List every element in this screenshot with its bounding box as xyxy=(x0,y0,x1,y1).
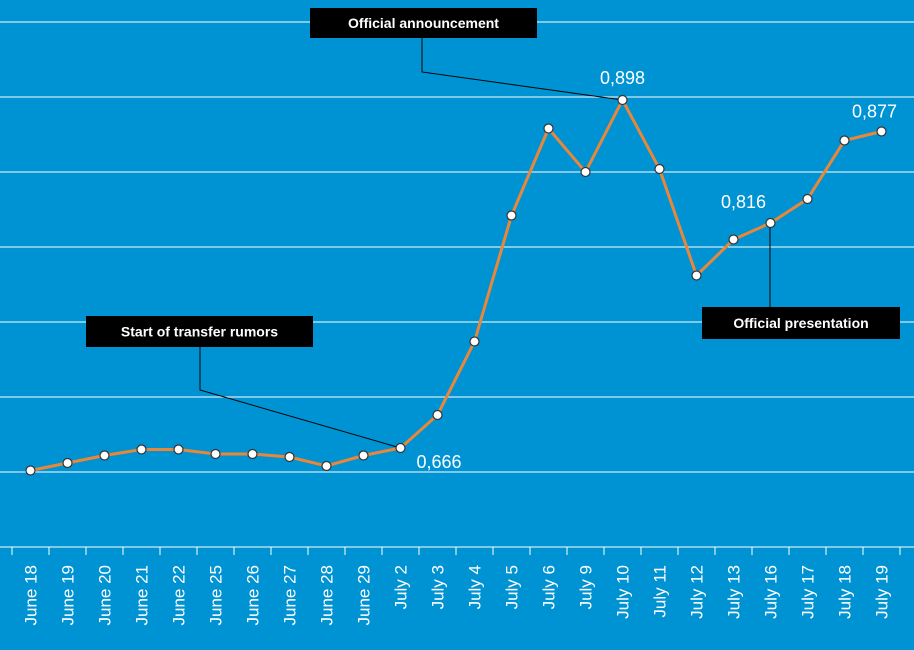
value-label: 0,816 xyxy=(721,192,766,212)
x-tick-label: June 28 xyxy=(318,565,337,626)
marker xyxy=(25,465,36,476)
value-label: 0,877 xyxy=(852,102,897,122)
marker xyxy=(99,450,110,461)
x-tick-label: June 19 xyxy=(59,565,78,626)
marker xyxy=(839,135,850,146)
x-tick-label: June 26 xyxy=(244,565,263,626)
x-tick-label: July 5 xyxy=(503,565,522,609)
x-tick-label: July 12 xyxy=(688,565,707,619)
marker xyxy=(321,460,332,472)
x-tick-label: July 10 xyxy=(614,565,633,619)
marker xyxy=(765,217,776,229)
marker xyxy=(395,442,406,454)
x-tick-label: June 29 xyxy=(355,565,374,626)
marker xyxy=(543,123,554,134)
x-tick-label: July 13 xyxy=(725,565,744,619)
x-tick-label: July 3 xyxy=(429,565,448,609)
marker xyxy=(173,444,184,455)
marker xyxy=(284,451,295,463)
marker xyxy=(469,336,480,347)
x-tick-label: June 18 xyxy=(22,565,41,626)
marker xyxy=(691,270,702,281)
annotation-leader xyxy=(421,38,623,101)
x-tick-label: June 22 xyxy=(170,565,189,626)
value-label: 0,898 xyxy=(600,68,645,88)
marker xyxy=(506,210,517,221)
x-tick-label: June 27 xyxy=(281,565,300,626)
marker xyxy=(136,444,147,455)
x-tick-label: July 9 xyxy=(577,565,596,609)
annotation-box xyxy=(702,307,900,339)
marker xyxy=(802,193,813,205)
annotation-text: Start of transfer rumors xyxy=(121,324,278,340)
marker xyxy=(432,409,443,421)
marker xyxy=(210,448,221,460)
annotation-box xyxy=(310,8,537,38)
annotation-leader xyxy=(199,347,401,449)
x-tick-label: July 6 xyxy=(540,565,559,609)
x-tick-label: July 16 xyxy=(762,565,781,619)
value-label: 0,666 xyxy=(417,452,462,472)
marker xyxy=(617,94,628,106)
x-tick-label: June 20 xyxy=(96,565,115,626)
x-tick-label: July 17 xyxy=(799,565,818,619)
x-tick-label: July 11 xyxy=(651,565,670,618)
marker xyxy=(728,234,739,245)
x-tick-label: July 4 xyxy=(466,565,485,609)
annotation-text: Official presentation xyxy=(733,315,868,331)
marker xyxy=(580,166,591,178)
x-tick-label: July 19 xyxy=(873,565,892,619)
x-tick-label: June 21 xyxy=(133,565,152,626)
marker xyxy=(62,457,73,469)
marker xyxy=(358,450,369,461)
line xyxy=(30,96,882,472)
marker xyxy=(876,126,887,137)
annotation-text: Official announcement xyxy=(348,15,499,31)
x-tick-label: July 2 xyxy=(392,565,411,609)
x-tick-label: June 25 xyxy=(207,565,226,626)
annotation-box xyxy=(86,316,313,347)
x-tick-label: July 18 xyxy=(836,565,855,619)
marker xyxy=(654,163,665,175)
marker xyxy=(247,448,258,460)
